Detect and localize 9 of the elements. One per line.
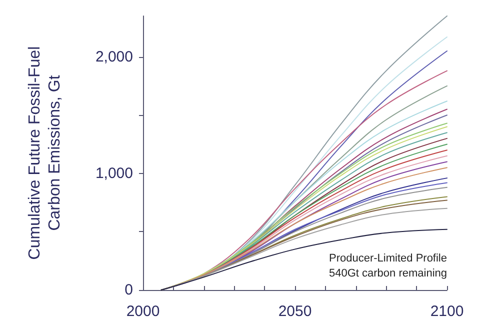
x-tick-label: 2050 xyxy=(278,303,312,320)
annotation: Producer-Limited Profile xyxy=(329,252,447,264)
y-tick-label: 2,000 xyxy=(95,48,133,66)
annotation: 540Gt carbon remaining xyxy=(328,268,447,280)
x-tick-label: 2100 xyxy=(430,303,464,320)
y-tick-label: 1,000 xyxy=(95,164,133,182)
y-axis-title: Cumulative Future Fossil-Fuel Carbon Emissions, Gt xyxy=(26,46,64,260)
x-tick-label: 2000 xyxy=(126,303,160,320)
y-tick-label: 0 xyxy=(124,282,133,298)
